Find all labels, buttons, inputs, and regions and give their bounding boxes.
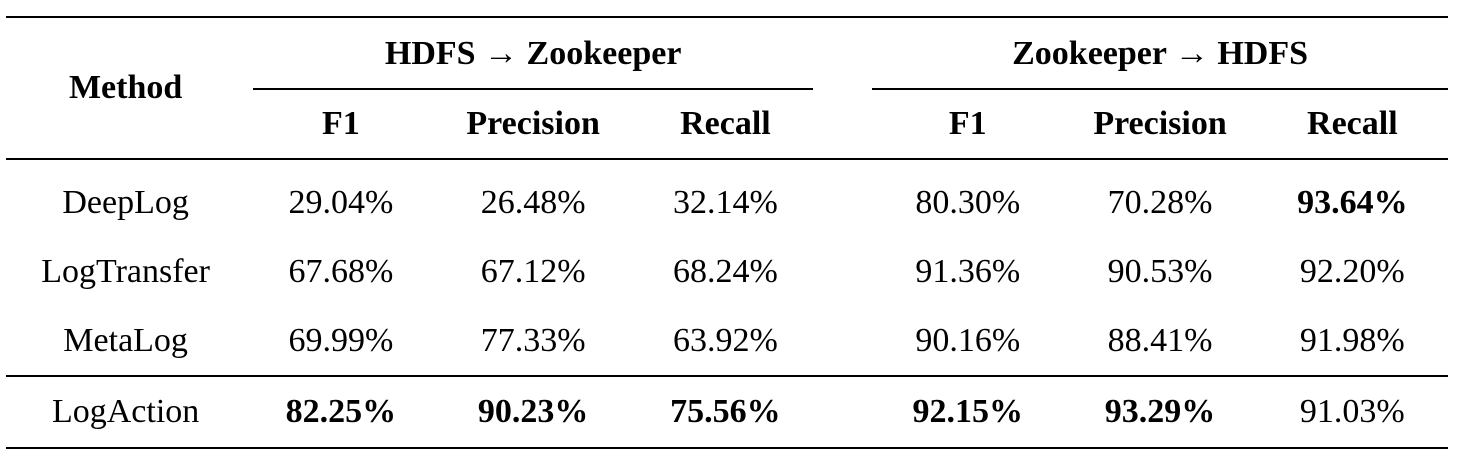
value-cell: 91.36% xyxy=(915,252,1021,290)
method-cell: LogTransfer xyxy=(41,252,210,290)
value-cell: 91.03% xyxy=(1256,377,1448,449)
column-gap xyxy=(821,237,872,306)
method-cell: MetaLog xyxy=(6,306,246,377)
value-cell: 63.92% xyxy=(629,306,822,377)
column-header-precision: Precision xyxy=(436,90,630,160)
column-gap xyxy=(821,160,872,237)
table-row-logtransfer: LogTransfer 67.68% 67.12% 68.24% 91.36% … xyxy=(6,237,1448,306)
table-row-deeplog: DeepLog 29.04% 26.48% 32.14% 80.30% 70.2… xyxy=(6,160,1448,237)
value-cell: 92.15% xyxy=(872,377,1064,449)
group-header-hdfs-to-zookeeper: HDFS → Zookeeper xyxy=(245,16,822,90)
value-cell: 77.33% xyxy=(436,306,630,377)
table-row-metalog: MetaLog 69.99% 77.33% 63.92% 90.16% 88.4… xyxy=(6,306,1448,377)
value-cell: 32.14% xyxy=(673,183,778,221)
value-cell: 90.16% xyxy=(872,306,1064,377)
method-header: Method xyxy=(6,16,246,160)
group-title: Zookeeper → HDFS xyxy=(1012,35,1309,72)
value-cell: 91.98% xyxy=(1256,306,1448,377)
column-gap xyxy=(821,306,873,377)
group-header-zookeeper-to-hdfs: Zookeeper → HDFS xyxy=(872,16,1448,90)
value-cell: 90.23% xyxy=(436,377,630,449)
value-cell: 82.25% xyxy=(245,377,437,449)
value-cell: 26.48% xyxy=(480,183,586,221)
value-cell: 90.53% xyxy=(1107,252,1213,290)
table-row-logaction: LogAction 82.25% 90.23% 75.56% 92.15% 93… xyxy=(6,377,1448,449)
column-gap xyxy=(821,377,873,449)
column-header-precision: Precision xyxy=(1063,90,1257,160)
value-cell: 70.28% xyxy=(1107,183,1213,221)
column-header-f1: F1 xyxy=(872,90,1064,160)
group-gap xyxy=(821,16,873,90)
value-cell: 88.41% xyxy=(1063,306,1257,377)
group-underline xyxy=(253,88,814,90)
results-table: Method HDFS → Zookeeper Zookeeper → HDFS… xyxy=(6,16,1448,449)
value-cell: 29.04% xyxy=(288,183,394,221)
value-cell: 93.64% xyxy=(1297,183,1408,221)
value-cell: 80.30% xyxy=(915,183,1021,221)
column-header-recall: Recall xyxy=(1256,90,1448,160)
value-cell: 93.29% xyxy=(1063,377,1257,449)
method-cell: DeepLog xyxy=(62,183,189,221)
value-cell: 69.99% xyxy=(245,306,437,377)
value-cell: 67.68% xyxy=(288,252,394,290)
value-cell: 92.20% xyxy=(1299,252,1405,290)
method-cell: LogAction xyxy=(6,377,246,449)
value-cell: 75.56% xyxy=(629,377,822,449)
column-header-recall: Recall xyxy=(629,90,822,160)
value-cell: 67.12% xyxy=(480,252,586,290)
column-header-f1: F1 xyxy=(245,90,437,160)
value-cell: 68.24% xyxy=(673,252,778,290)
column-gap xyxy=(821,90,873,160)
group-title: HDFS → Zookeeper xyxy=(384,35,682,72)
group-underline xyxy=(872,88,1448,90)
